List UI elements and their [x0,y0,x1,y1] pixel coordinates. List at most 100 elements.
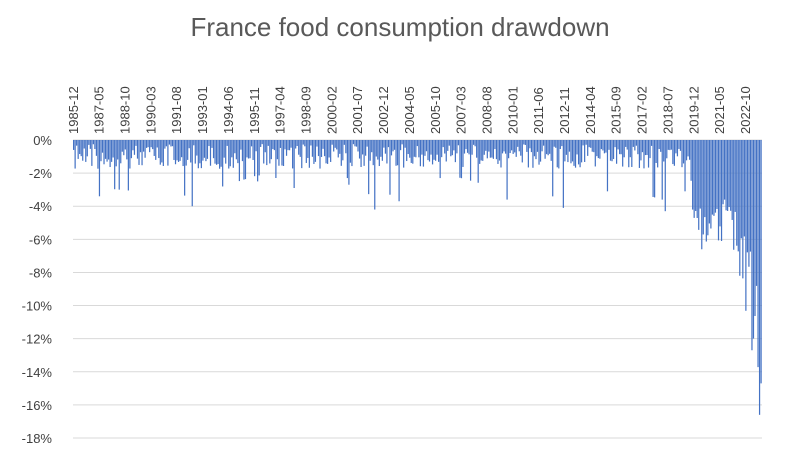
bar [104,140,107,159]
bar [717,140,720,241]
bar [234,140,236,154]
bar [352,140,355,145]
bar [152,140,154,150]
bar [225,140,227,164]
x-tick-label: 2018-07 [660,86,675,134]
bar [243,140,245,180]
bar [319,140,321,169]
bar [92,140,94,145]
bar [626,140,628,150]
bar [491,140,493,158]
bar [255,140,257,152]
x-tick-label: 2008-08 [479,86,494,134]
bar [547,140,549,156]
bar [650,140,653,146]
bar [448,140,450,146]
bar [664,140,666,212]
bar [390,140,393,156]
bar [80,140,82,157]
bar [174,140,177,165]
bar [596,140,598,157]
bar [454,140,456,163]
bar [98,140,101,197]
bar [282,140,285,166]
x-tick-label: 2011-06 [531,87,546,134]
bar [497,140,499,164]
bar [728,140,730,208]
bar [593,140,595,153]
bar [515,140,517,157]
x-tick-label: 2021-05 [712,86,727,134]
bar [640,140,642,161]
bar [74,140,76,169]
bar [185,140,187,166]
bar [577,140,580,165]
bar [380,140,382,157]
x-tick-label: 1993-01 [195,86,210,134]
bar [368,140,370,195]
bar [231,140,233,158]
bar [623,140,625,158]
bar [406,140,408,162]
bar [707,140,709,236]
bar [358,140,361,159]
bar [720,140,723,241]
bar [585,140,587,145]
bar [167,140,169,166]
bar [121,140,123,152]
bar [431,140,434,165]
bar [711,140,714,215]
bar [681,140,683,168]
bar [304,140,306,147]
bar [106,140,108,162]
bar [444,140,446,154]
bar [133,140,136,155]
bar [141,140,143,166]
bar [100,140,102,162]
bar [501,140,504,154]
bar [415,140,417,158]
bar [401,140,403,145]
bar [749,140,752,252]
bar [704,140,706,218]
bar [663,140,665,162]
bar [488,140,490,152]
bar [480,140,482,161]
bar [451,140,453,156]
bar [165,140,167,147]
bar [244,140,247,180]
bar [333,140,335,152]
bar [114,140,116,190]
bar [673,140,676,166]
bar [571,140,574,162]
bar [687,140,689,157]
bar [199,140,201,164]
bar [536,140,539,152]
bar [535,140,537,160]
bar [609,140,612,161]
bar [760,140,762,384]
bar [343,140,345,145]
bar [177,140,180,162]
bar [565,140,568,155]
bar [600,140,602,150]
bar [375,140,377,157]
bar [203,140,206,158]
bar [101,140,104,153]
bar [190,140,192,163]
bar [269,140,271,164]
bar [602,140,604,151]
bar [713,140,715,216]
bar [193,140,195,146]
bar [77,140,79,159]
bar [701,140,703,250]
bar [561,140,563,147]
y-tick-label: -2% [29,166,53,181]
bar [483,140,485,155]
bar [462,140,464,167]
bar [232,140,234,168]
bar [162,140,164,166]
bar [337,140,339,158]
bar [562,140,564,208]
